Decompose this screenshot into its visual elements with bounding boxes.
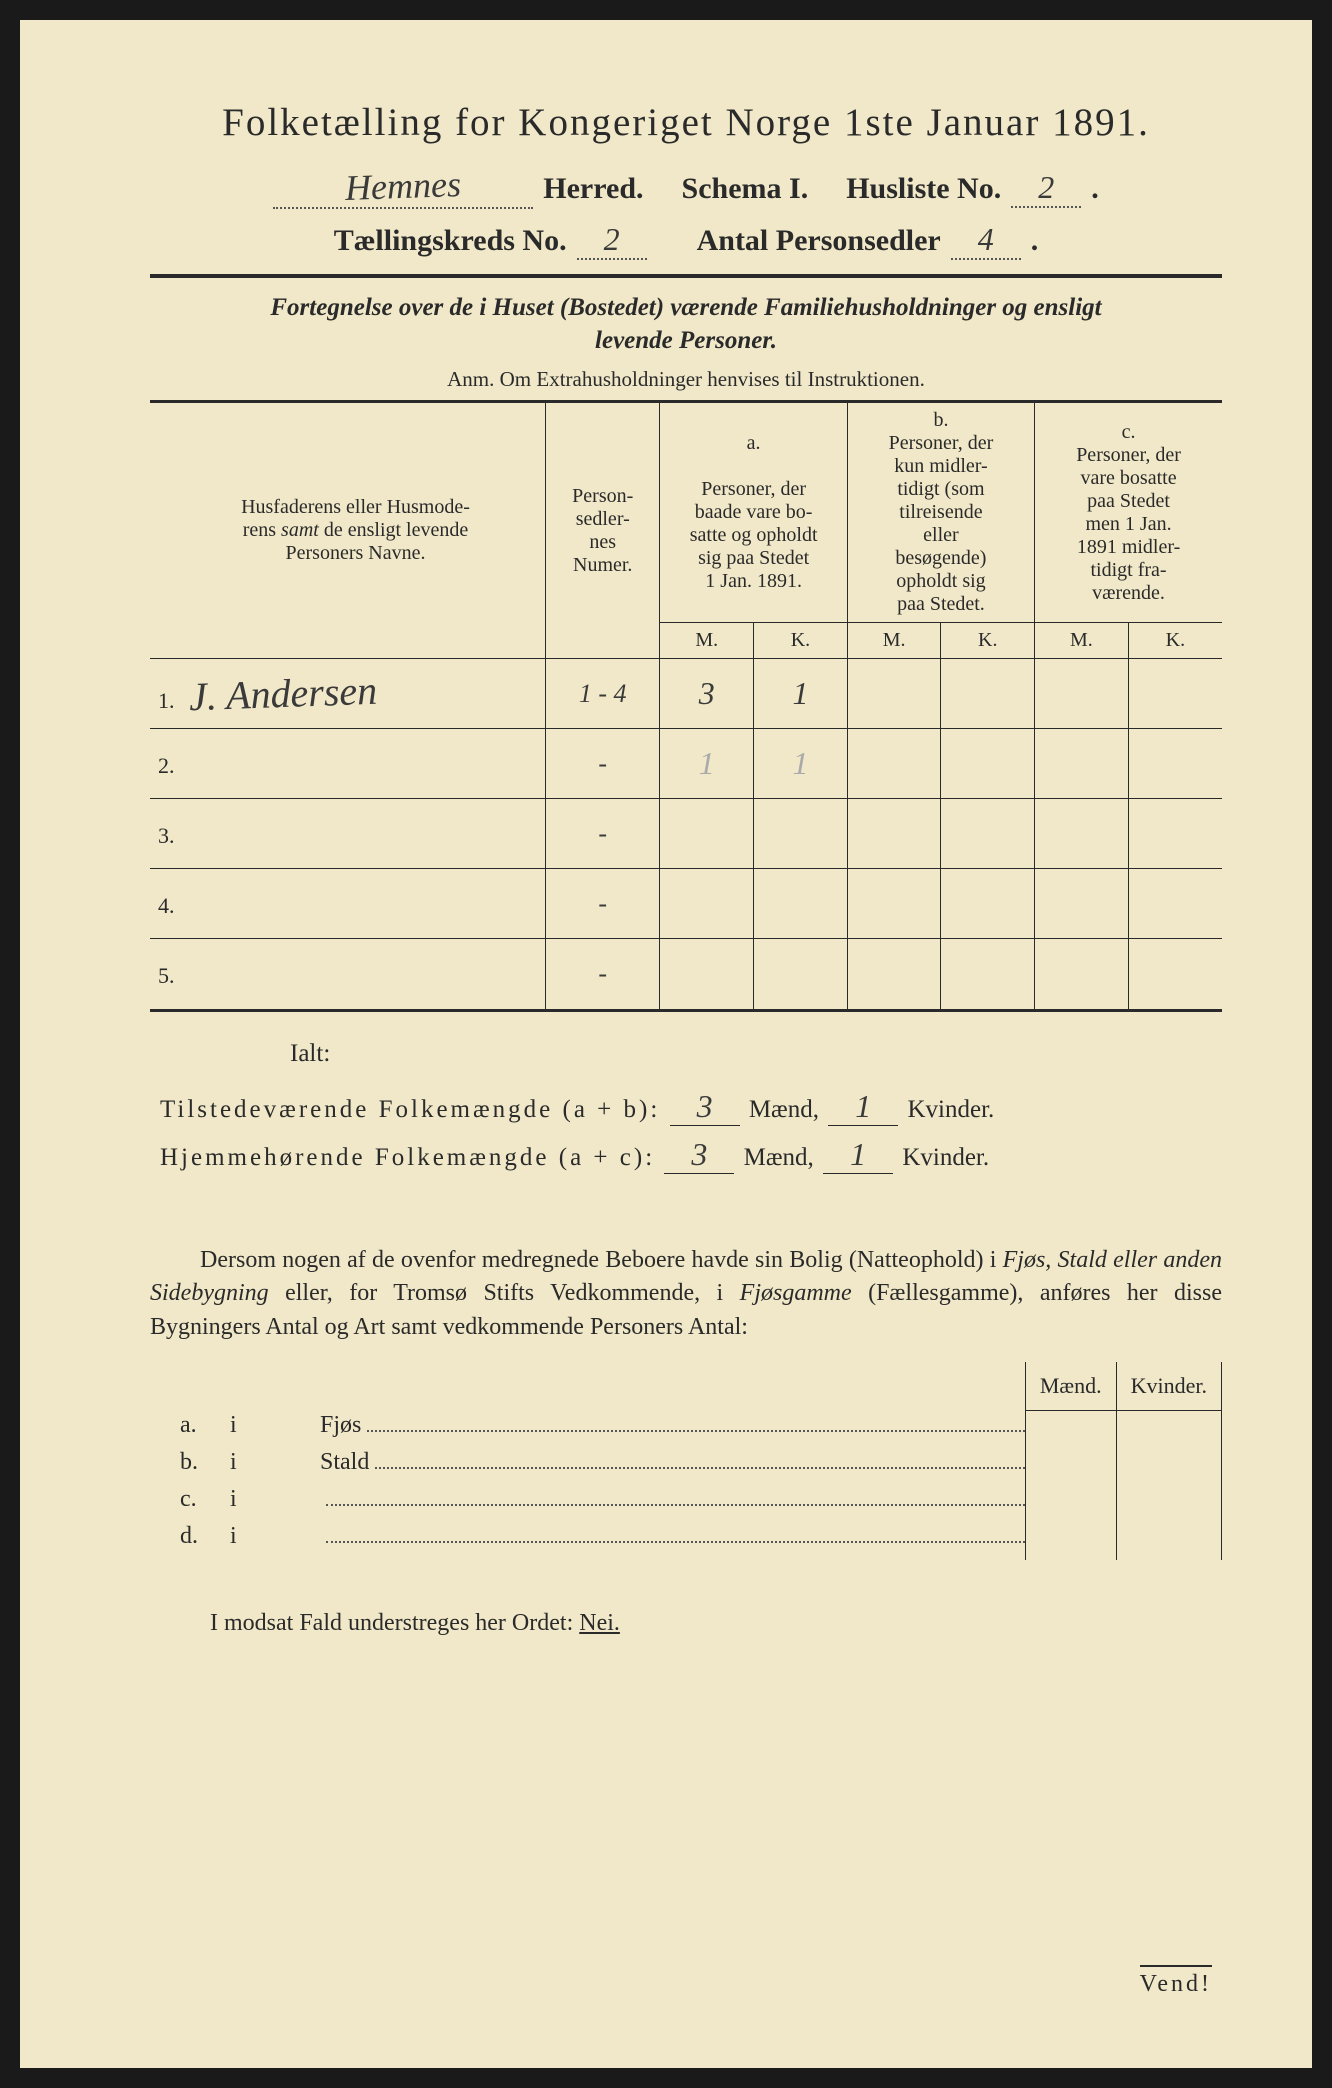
mk-maend-header: Mænd.	[1025, 1362, 1116, 1410]
nei-line: I modsat Fald understreges her Ordet: Ne…	[210, 1610, 1222, 1637]
herred-name-handwritten: Hemnes	[345, 163, 462, 209]
tilstede-maend-value: 3	[670, 1088, 740, 1126]
sidebygning-section: a. i Fjøs b. i Stald c. i d. i Mænd. Kvi…	[150, 1362, 1222, 1560]
header-line-3: Tællingskreds No. 2 Antal Personsedler 4…	[150, 221, 1222, 260]
anm-note: Anm. Om Extrahusholdninger henvises til …	[150, 367, 1222, 392]
table-row: 1. J. Andersen 1 - 4 3 1	[150, 659, 1222, 729]
hdr-names-l2b: de ensligt levende	[324, 519, 468, 541]
mk-kvinder-header: Kvinder.	[1116, 1362, 1221, 1410]
hdr-num-l3: nes	[589, 531, 616, 553]
tilstede-kvinder-value: 1	[828, 1088, 898, 1126]
mk-table: Mænd. Kvinder.	[1025, 1362, 1222, 1560]
subtitle: Fortegnelse over de i Huset (Bostedet) v…	[150, 292, 1222, 357]
hdr-a-k: K.	[754, 623, 848, 659]
hdr-names-l2: rens	[243, 519, 276, 541]
hdr-num-l2: sedler-	[576, 508, 630, 530]
totals-tilstede: Tilstedeværende Folkemængde (a + b): 3 M…	[160, 1088, 1222, 1126]
hdr-b-label: b.	[933, 409, 948, 431]
hjemme-maend-value: 3	[664, 1136, 734, 1174]
hdr-c-m: M.	[1035, 623, 1129, 659]
kvinder-label: Kvinder.	[907, 1096, 994, 1123]
tilstede-label: Tilstedeværende Folkemængde (a + b):	[160, 1096, 660, 1123]
rule-divider	[150, 274, 1222, 278]
hdr-num-l4: Numer.	[573, 554, 632, 576]
sidebygning-row: c. i	[180, 1486, 1025, 1513]
sidebygning-row: d. i	[180, 1523, 1025, 1550]
kreds-label: Tællingskreds No.	[334, 224, 567, 258]
col-c-header: c. Personer, der vare bosatte paa Stedet…	[1035, 402, 1222, 623]
hdr-names-l1: Husfaderens eller Husmode-	[241, 496, 470, 518]
table-bottom-rule	[150, 1009, 1222, 1012]
nei-pre: I modsat Fald understreges her Ordet:	[210, 1610, 579, 1636]
hdr-names-samt: samt	[281, 519, 319, 541]
maend-label-2: Mænd,	[744, 1144, 814, 1171]
subtitle-l1: Fortegnelse over de i Huset (Bostedet) v…	[270, 294, 1101, 321]
totals-hjemme: Hjemmehørende Folkemængde (a + c): 3 Mæn…	[160, 1136, 1222, 1174]
husliste-no-handwritten: 2	[1038, 169, 1054, 205]
col-b-header: b. Personer, der kun midler- tidigt (som…	[847, 402, 1034, 623]
sidebygning-paragraph: Dersom nogen af de ovenfor medregnede Be…	[150, 1244, 1222, 1345]
col-numer-header: Person- sedler- nes Numer.	[545, 402, 659, 659]
ialt-label: Ialt:	[290, 1040, 1222, 1068]
husliste-label: Husliste No.	[846, 172, 1001, 206]
col-a-header: a. Personer, der baade vare bo- satte og…	[660, 402, 847, 623]
maend-label: Mænd,	[749, 1096, 819, 1123]
antal-handwritten: 4	[978, 221, 994, 257]
mk-kvinder-cell	[1116, 1410, 1221, 1560]
vend-label: Vend!	[1140, 1965, 1212, 1998]
hdr-c-label: c.	[1122, 421, 1136, 443]
census-form-page: Folketælling for Kongeriget Norge 1ste J…	[20, 20, 1312, 2068]
hdr-c-k: K.	[1128, 623, 1222, 659]
hjemme-kvinder-value: 1	[823, 1136, 893, 1174]
table-row: 2. - 1 1	[150, 729, 1222, 799]
herred-label: Herred.	[543, 172, 643, 206]
hjemme-label: Hjemmehørende Folkemængde (a + c):	[160, 1144, 655, 1171]
table-row: 4. -	[150, 869, 1222, 939]
nei-word: Nei.	[579, 1610, 620, 1636]
hdr-b-k: K.	[941, 623, 1035, 659]
hdr-num-l1: Person-	[572, 485, 633, 507]
subtitle-l2: levende Personer.	[595, 327, 777, 354]
kreds-no-handwritten: 2	[604, 221, 620, 257]
table-row: 5. -	[150, 939, 1222, 1009]
mk-maend-cell	[1025, 1410, 1116, 1560]
antal-label: Antal Personsedler	[697, 224, 941, 258]
schema-label: Schema I.	[682, 172, 809, 206]
page-title: Folketælling for Kongeriget Norge 1ste J…	[150, 100, 1222, 145]
kvinder-label-2: Kvinder.	[902, 1144, 989, 1171]
persons-table: Husfaderens eller Husmode- rens samt de …	[150, 400, 1222, 1009]
header-line-2: Hemnes Herred. Schema I. Husliste No. 2.	[150, 165, 1222, 209]
hdr-b-m: M.	[847, 623, 941, 659]
sidebygning-row: b. i Stald	[180, 1449, 1025, 1476]
col-names-header: Husfaderens eller Husmode- rens samt de …	[150, 402, 545, 659]
hdr-a-m: M.	[660, 623, 754, 659]
sidebygning-row: a. i Fjøs	[180, 1412, 1025, 1439]
hdr-a-label: a.	[747, 432, 761, 454]
hdr-names-l3: Personers Navne.	[286, 542, 426, 564]
table-row: 3. -	[150, 799, 1222, 869]
